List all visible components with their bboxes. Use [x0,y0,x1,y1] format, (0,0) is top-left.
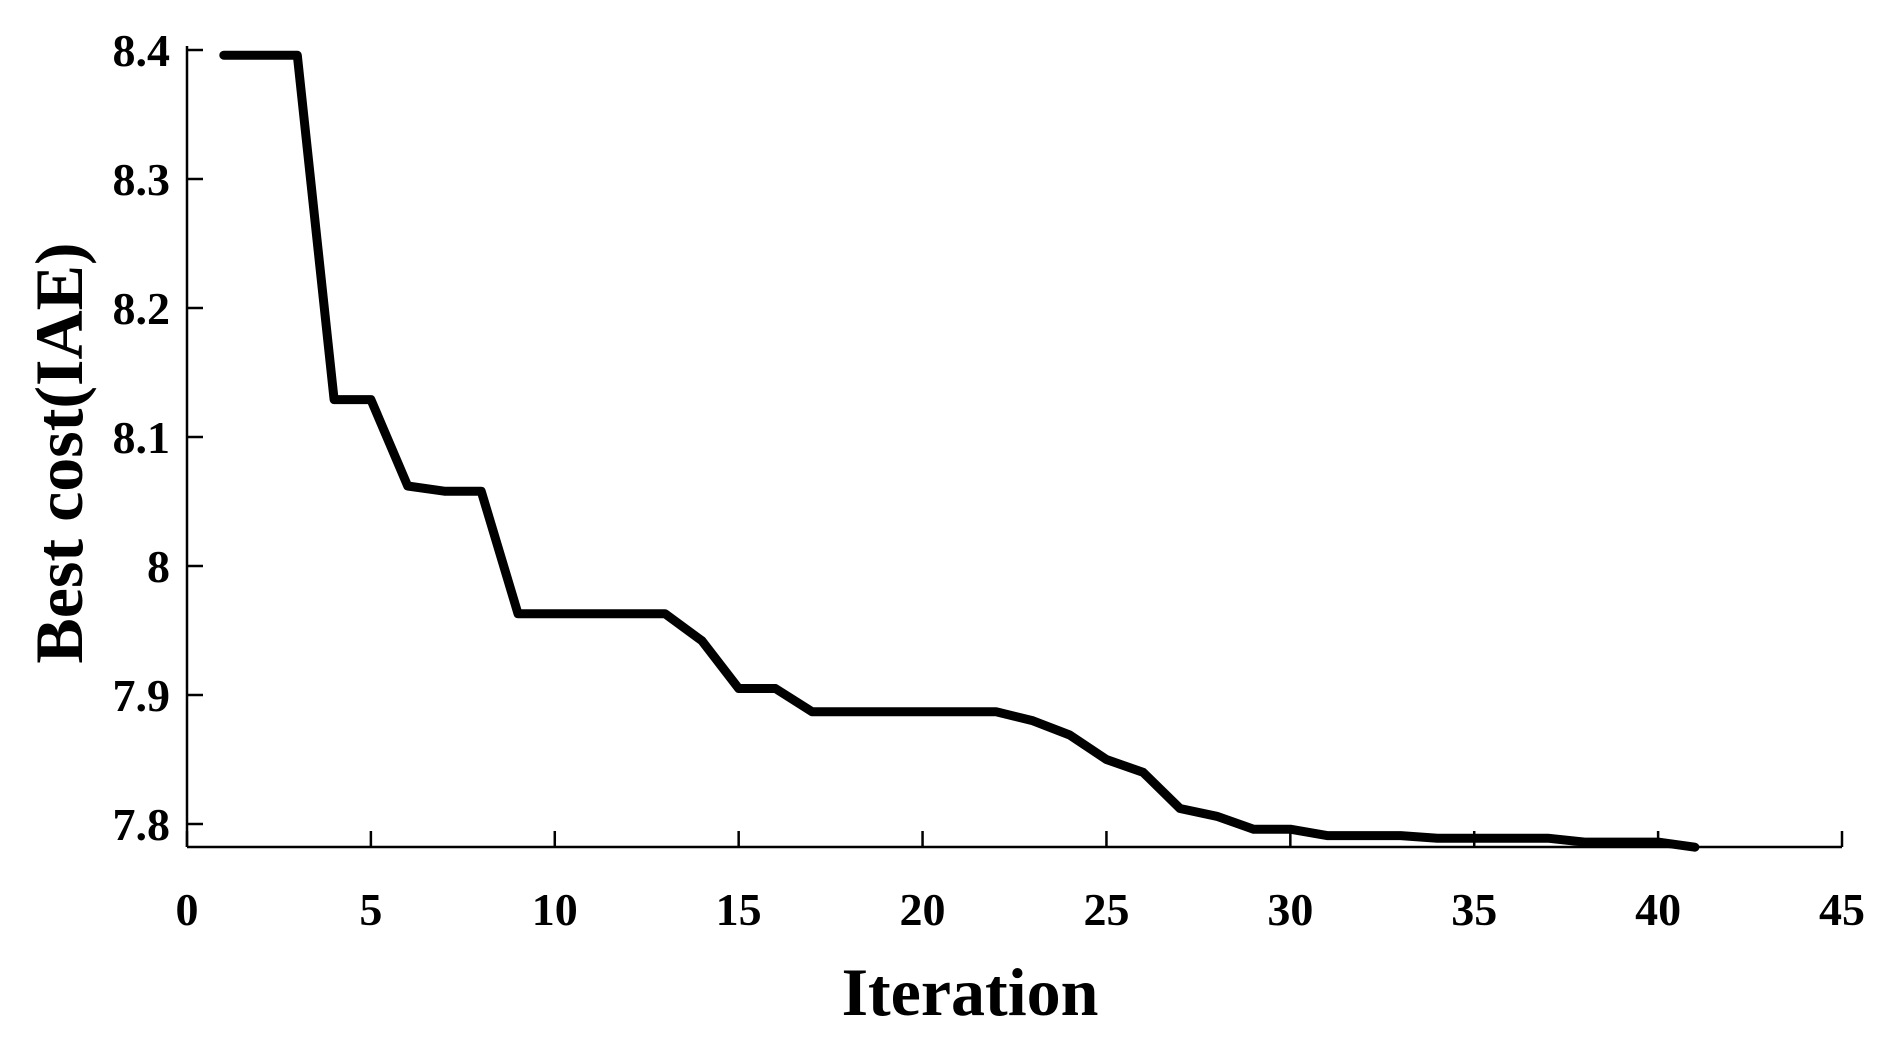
axes [185,46,1842,849]
best-cost-line [219,50,1700,852]
x-tick-label: 0 [176,884,199,935]
x-tick-label: 45 [1819,884,1865,935]
y-tick-label: 7.8 [113,799,171,850]
y-tick-label: 8.2 [113,283,171,334]
x-tick-label: 5 [359,884,382,935]
x-tick-label: 25 [1083,884,1129,935]
x-tick-label: 20 [900,884,946,935]
y-tick-label: 7.9 [113,670,171,721]
x-tick-label: 30 [1267,884,1313,935]
x-tick-label: 15 [716,884,762,935]
x-axis-title: Iteration [842,954,1099,1030]
y-axis-title: Best cost(IAE) [21,242,97,663]
x-tick-label: 35 [1451,884,1497,935]
x-ticks: 0 5 10 15 20 25 30 35 40 45 [176,831,1865,935]
y-tick-label: 8.3 [113,154,171,205]
y-tick-label: 8.4 [113,25,171,76]
x-tick-label: 40 [1635,884,1681,935]
y-tick-label: 8 [147,541,170,592]
y-ticks: 7.8 7.9 8 8.1 8.2 8.3 8.4 [113,25,203,850]
y-tick-label: 8.1 [113,412,171,463]
x-tick-label: 10 [532,884,578,935]
